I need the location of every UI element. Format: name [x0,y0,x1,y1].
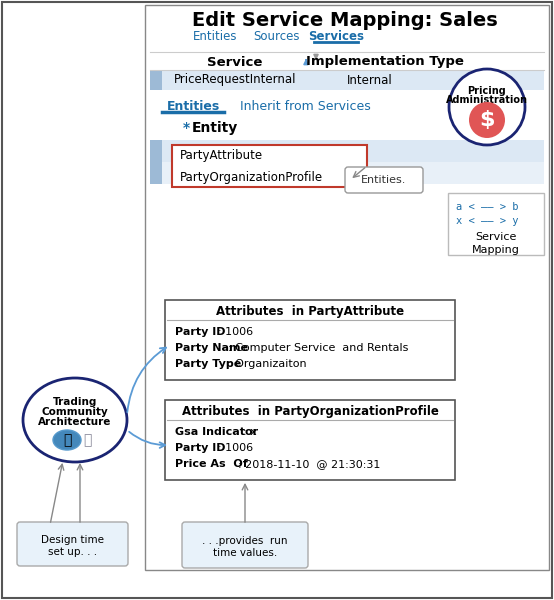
FancyBboxPatch shape [162,140,544,162]
Text: Sources: Sources [254,31,300,43]
Text: Mapping: Mapping [472,245,520,255]
FancyBboxPatch shape [172,145,367,187]
Circle shape [449,69,525,145]
FancyBboxPatch shape [448,193,544,255]
Text: : Organizaiton: : Organizaiton [228,359,306,369]
Text: 🌐: 🌐 [63,433,71,447]
Text: *: * [183,121,195,135]
Text: Party Type: Party Type [175,359,241,369]
Text: PartyAttribute: PartyAttribute [180,148,263,161]
Text: : x: : x [243,427,257,437]
Ellipse shape [23,378,127,462]
Text: Administration: Administration [446,95,528,105]
Text: : 1006: : 1006 [218,327,253,337]
Text: Entity: Entity [192,121,238,135]
Text: Implementation Type: Implementation Type [306,55,464,68]
Text: Pricing: Pricing [468,86,506,96]
FancyBboxPatch shape [150,140,162,162]
Text: x < —— > y: x < —— > y [456,216,519,226]
Text: Design time
set up. . .: Design time set up. . . [41,535,104,557]
FancyBboxPatch shape [162,162,544,184]
Text: . . .provides  run
time values.: . . .provides run time values. [202,536,288,558]
FancyBboxPatch shape [182,522,308,568]
Text: Attributes  in PartyOrganizationProfile: Attributes in PartyOrganizationProfile [182,406,438,419]
Text: Entities.: Entities. [361,175,407,185]
Text: a < —— > b: a < —— > b [456,202,519,212]
Text: Price As  Of: Price As Of [175,459,248,469]
FancyBboxPatch shape [145,5,549,570]
Text: Architecture: Architecture [38,417,112,427]
FancyBboxPatch shape [345,167,423,193]
FancyBboxPatch shape [17,522,128,566]
Text: Party ID: Party ID [175,443,225,453]
Text: : 1006: : 1006 [218,443,253,453]
FancyBboxPatch shape [150,70,162,90]
Text: Party ID: Party ID [175,327,225,337]
FancyBboxPatch shape [165,400,455,480]
Text: Attributes  in PartyAttribute: Attributes in PartyAttribute [216,305,404,319]
Text: Trading: Trading [53,397,97,407]
Circle shape [469,102,505,138]
Text: Community: Community [42,407,109,417]
Text: : Computer Service  and Rentals: : Computer Service and Rentals [228,343,408,353]
FancyBboxPatch shape [150,140,544,184]
Text: 👤: 👤 [83,433,91,447]
Text: Entities: Entities [193,31,237,43]
FancyBboxPatch shape [165,300,455,380]
Text: Internal: Internal [347,73,393,86]
FancyBboxPatch shape [150,70,544,90]
Text: Service: Service [207,55,263,68]
Text: Party Name: Party Name [175,343,248,353]
Text: Gsa Indicator: Gsa Indicator [175,427,258,437]
Text: PriceRequestInternal: PriceRequestInternal [174,73,296,86]
Text: Edit Service Mapping: Sales: Edit Service Mapping: Sales [192,10,498,29]
Text: $: $ [479,110,495,130]
Text: : 2018-11-10  @ 21:30:31: : 2018-11-10 @ 21:30:31 [238,459,381,469]
Text: Services: Services [308,31,364,43]
Text: Inherit from Services: Inherit from Services [240,100,371,113]
Text: Entities: Entities [166,100,219,113]
Ellipse shape [53,430,81,450]
FancyBboxPatch shape [150,162,162,184]
Text: PartyOrganizationProfile: PartyOrganizationProfile [180,170,323,184]
Text: Service: Service [475,232,517,242]
